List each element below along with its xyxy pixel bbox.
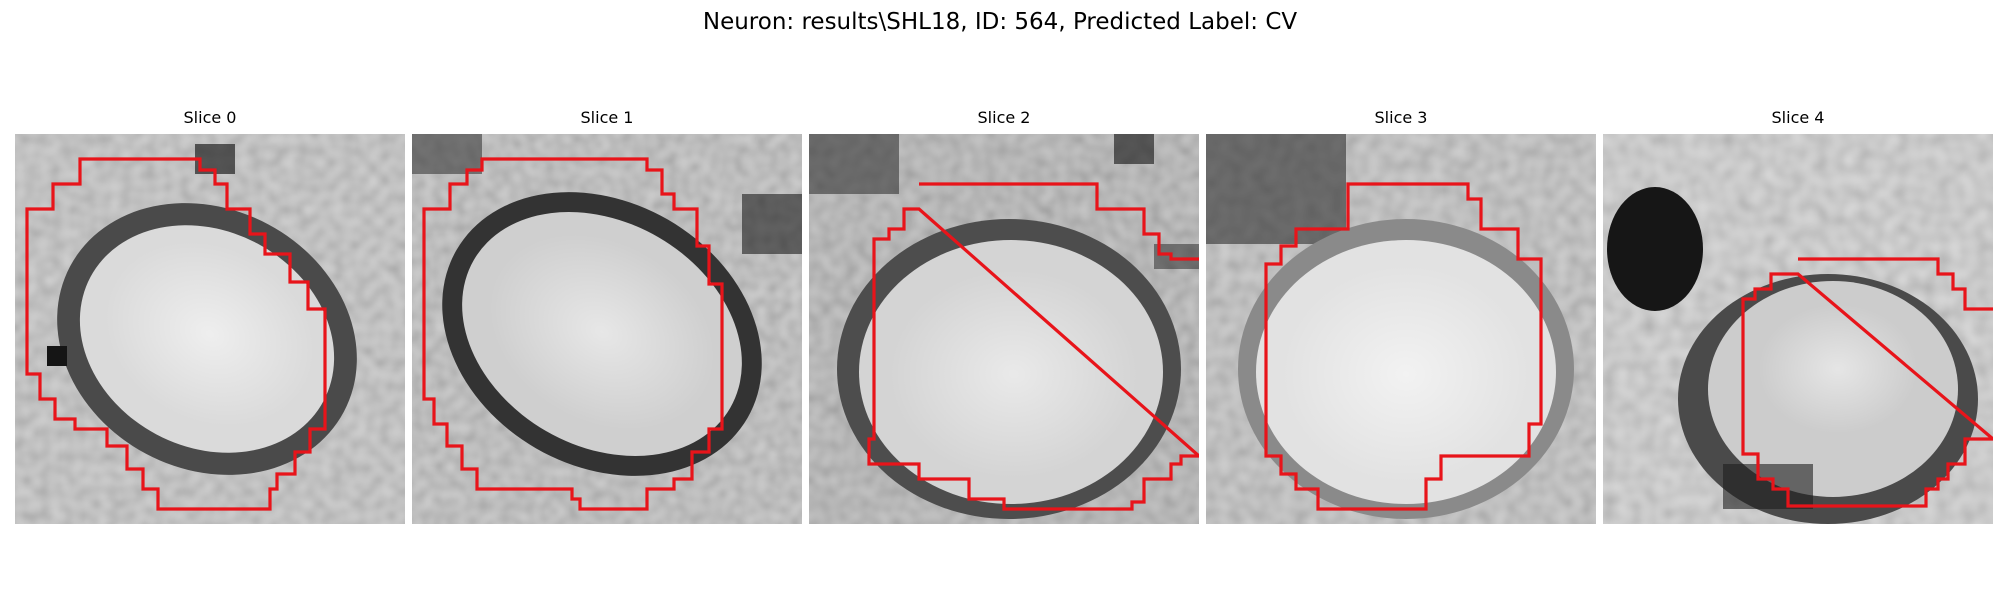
- membrane-ring: [47, 144, 357, 475]
- slice-image-2: [809, 134, 1199, 524]
- slice-title-3: Slice 3: [1374, 108, 1428, 127]
- segmentation-contour: [867, 182, 1199, 511]
- segmentation-contour: [422, 157, 724, 511]
- segmentation-contour: [25, 157, 327, 511]
- slice-image-3: [1206, 134, 1596, 524]
- membrane-ring: [809, 134, 1199, 519]
- slice-image-1: [412, 134, 802, 524]
- membrane-ring: [1206, 134, 1574, 519]
- segmentation-contour: [1741, 257, 1993, 508]
- slice-title-1: Slice 1: [580, 108, 634, 127]
- slice-title-4: Slice 4: [1771, 108, 1825, 127]
- figure-title: Neuron: results\SHL18, ID: 564, Predicte…: [702, 9, 1298, 35]
- membrane-ring: [412, 134, 802, 476]
- slice-image-4: [1603, 134, 1993, 524]
- segmentation-contour: [1264, 182, 1543, 511]
- membrane-ring: [1607, 187, 1978, 524]
- slice-title-2: Slice 2: [977, 108, 1031, 127]
- slice-title-0: Slice 0: [183, 108, 237, 127]
- slice-image-0: [15, 134, 405, 524]
